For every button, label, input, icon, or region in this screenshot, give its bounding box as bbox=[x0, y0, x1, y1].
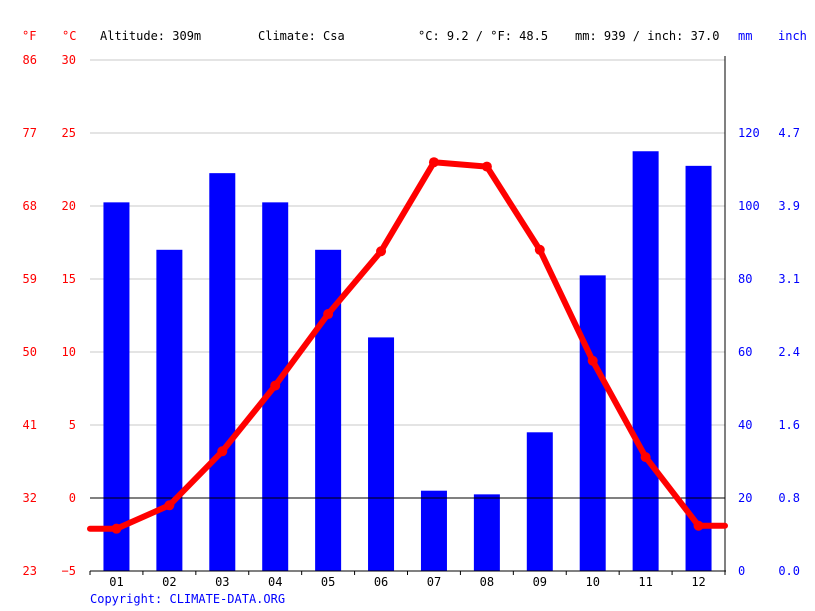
temperature-point-07 bbox=[428, 157, 439, 168]
fahrenheit-tick-label: 41 bbox=[23, 418, 37, 432]
month-tick-label: 12 bbox=[691, 575, 705, 589]
temperature-point-06 bbox=[376, 246, 387, 257]
temperature-point-09 bbox=[534, 244, 545, 255]
month-tick-label: 09 bbox=[533, 575, 547, 589]
fahrenheit-tick-label: 50 bbox=[23, 345, 37, 359]
mm-unit-label: mm bbox=[738, 29, 752, 43]
month-tick-label: 01 bbox=[109, 575, 123, 589]
fahrenheit-tick-label: 59 bbox=[23, 272, 37, 286]
inch-tick-label: 0.0 bbox=[778, 564, 800, 578]
precipitation-bar-11 bbox=[632, 151, 659, 571]
celsius-tick-label: 20 bbox=[62, 199, 76, 213]
celsius-tick-label: 25 bbox=[62, 126, 76, 140]
precipitation-bar-09 bbox=[526, 432, 553, 571]
temperature-point-12 bbox=[693, 520, 704, 531]
mm-tick-label: 40 bbox=[738, 418, 752, 432]
altitude-label: Altitude: 309m bbox=[100, 29, 201, 43]
fahrenheit-tick-label: 77 bbox=[23, 126, 37, 140]
avg-precipitation-label: mm: 939 / inch: 37.0 bbox=[575, 29, 720, 43]
month-tick-label: 07 bbox=[427, 575, 441, 589]
celsius-tick-label: 5 bbox=[69, 418, 76, 432]
celsius-tick-label: 15 bbox=[62, 272, 76, 286]
inch-tick-label: 4.7 bbox=[778, 126, 800, 140]
precipitation-bar-05 bbox=[315, 249, 342, 572]
mm-tick-label: 60 bbox=[738, 345, 752, 359]
precipitation-bars bbox=[103, 151, 712, 572]
temperature-point-01 bbox=[111, 523, 122, 534]
copyright-text: Copyright: CLIMATE-DATA.ORG bbox=[90, 592, 286, 606]
celsius-tick-label: 10 bbox=[62, 345, 76, 359]
gridlines bbox=[90, 59, 725, 426]
inch-tick-label: 3.1 bbox=[778, 272, 800, 286]
celsius-tick-label: 0 bbox=[69, 491, 76, 505]
temperature-point-10 bbox=[587, 355, 598, 366]
precipitation-bar-06 bbox=[368, 337, 395, 571]
month-tick-label: 06 bbox=[374, 575, 388, 589]
temperature-point-05 bbox=[323, 309, 334, 320]
month-tick-label: 02 bbox=[162, 575, 176, 589]
temperature-point-03 bbox=[217, 446, 228, 457]
avg-temperature-label: °C: 9.2 / °F: 48.5 bbox=[418, 29, 548, 43]
inch-tick-label: 3.9 bbox=[778, 199, 800, 213]
tick-labels: 302520151050−586776859504132231201008060… bbox=[23, 53, 800, 589]
month-tick-label: 11 bbox=[638, 575, 652, 589]
inch-tick-label: 2.4 bbox=[778, 345, 800, 359]
axes bbox=[89, 56, 726, 575]
celsius-unit-label: °C bbox=[62, 29, 76, 43]
month-tick-label: 08 bbox=[480, 575, 494, 589]
mm-tick-label: 20 bbox=[738, 491, 752, 505]
temperature-point-11 bbox=[640, 452, 651, 463]
celsius-tick-label: 30 bbox=[62, 53, 76, 67]
fahrenheit-tick-label: 23 bbox=[23, 564, 37, 578]
temperature-polyline bbox=[87, 159, 728, 532]
fahrenheit-tick-label: 68 bbox=[23, 199, 37, 213]
mm-tick-label: 80 bbox=[738, 272, 752, 286]
temperature-point-04 bbox=[270, 380, 281, 391]
mm-tick-label: 120 bbox=[738, 126, 760, 140]
climate-label: Climate: Csa bbox=[258, 29, 345, 43]
fahrenheit-tick-label: 32 bbox=[23, 491, 37, 505]
precipitation-bar-03 bbox=[209, 173, 236, 571]
precipitation-bar-01 bbox=[103, 202, 130, 571]
precipitation-bar-02 bbox=[156, 249, 183, 572]
temperature-line bbox=[87, 157, 728, 534]
inch-unit-label: inch bbox=[778, 29, 807, 43]
fahrenheit-unit-label: °F bbox=[22, 29, 36, 43]
fahrenheit-tick-label: 86 bbox=[23, 53, 37, 67]
precipitation-bar-08 bbox=[473, 494, 500, 571]
precipitation-bar-12 bbox=[685, 165, 712, 571]
inch-tick-label: 0.8 bbox=[778, 491, 800, 505]
mm-tick-label: 100 bbox=[738, 199, 760, 213]
month-tick-label: 05 bbox=[321, 575, 335, 589]
month-tick-label: 04 bbox=[268, 575, 282, 589]
precipitation-bar-07 bbox=[420, 490, 447, 571]
month-tick-label: 10 bbox=[585, 575, 599, 589]
inch-tick-label: 1.6 bbox=[778, 418, 800, 432]
temperature-point-02 bbox=[164, 500, 175, 511]
month-tick-label: 03 bbox=[215, 575, 229, 589]
precipitation-bar-10 bbox=[579, 275, 606, 571]
temperature-point-08 bbox=[481, 161, 492, 172]
mm-tick-label: 0 bbox=[738, 564, 745, 578]
celsius-tick-label: −5 bbox=[62, 564, 76, 578]
